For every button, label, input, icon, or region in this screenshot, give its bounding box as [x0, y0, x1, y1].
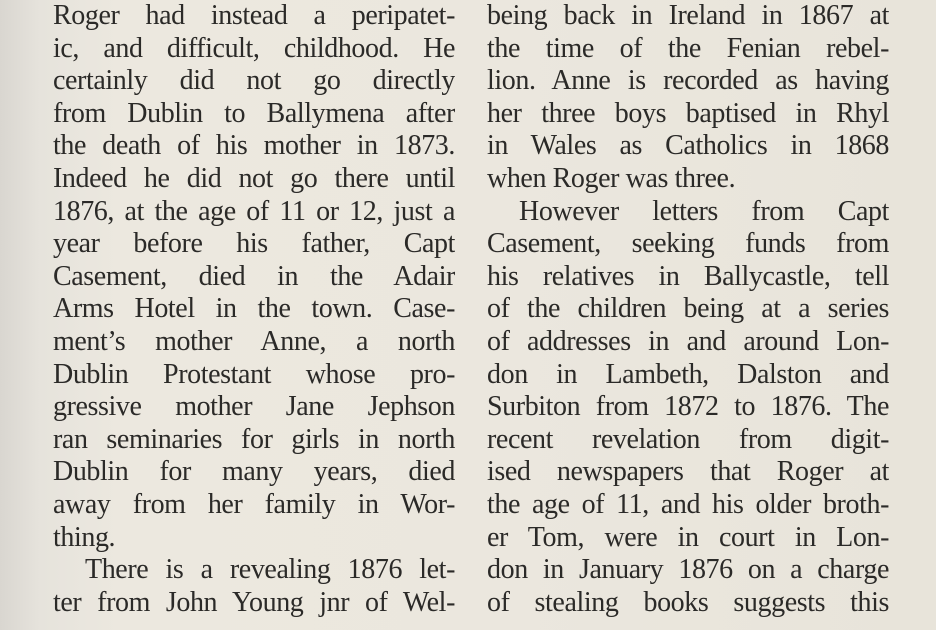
text-line: Dublin for many years, died — [53, 456, 455, 488]
text-line: his relatives in Ballycastle, tell — [487, 260, 889, 292]
text-line: 1876, at the age of 11 or 12, just a — [53, 195, 455, 227]
text-line: the death of his mother in 1873. — [53, 130, 455, 162]
text-line: don in Lambeth, Dalston and — [487, 358, 889, 390]
text-line: away from her family in Wor- — [53, 488, 455, 520]
text-line: of stealing books suggests this — [487, 586, 889, 618]
text-line: the time of the Fenian rebel- — [487, 32, 889, 64]
text-line: from Dublin to Ballymena after — [53, 97, 455, 129]
text-line: year before his father, Capt — [53, 228, 455, 260]
text-line: don in January 1876 on a charge — [487, 554, 889, 586]
text-line: gressive mother Jane Jephson — [53, 391, 455, 423]
text-line: thing. — [53, 521, 116, 553]
text-line: of the children being at a series — [487, 293, 889, 325]
text-line: Roger had instead a peripatet- — [53, 0, 455, 31]
text-line: ic, and difficult, childhood. He — [53, 32, 455, 64]
text-line: ised newspapers that Roger at — [487, 456, 889, 488]
text-line: However letters from Capt — [519, 195, 889, 227]
text-line: Indeed he did not go there until — [53, 162, 455, 194]
text-line: ter from John Young jnr of Wel- — [53, 586, 455, 618]
column: being back in Ireland in 1867 at the time… — [487, 0, 889, 619]
text-line: er Tom, were in court in Lon- — [487, 521, 889, 553]
text-line: Surbiton from 1872 to 1876. The — [487, 391, 889, 423]
text-line: certainly did not go directly — [53, 65, 455, 97]
text-line: Dublin Protestant whose pro- — [53, 358, 455, 390]
column: Roger had instead a peripatet-ic, and di… — [53, 0, 455, 619]
text-line: Casement, seeking funds from — [487, 228, 889, 260]
text-line: Casement, died in the Adair — [53, 260, 455, 292]
text-line: recent revelation from digit- — [487, 423, 889, 455]
text-line: There is a revealing 1876 let- — [85, 554, 455, 586]
text-line: the age of 11, and his older broth- — [487, 488, 889, 520]
text-line: ran seminaries for girls in north — [53, 423, 455, 455]
text-line: lion. Anne is recorded as having — [487, 65, 889, 97]
text-line: her three boys baptised in Rhyl — [487, 97, 889, 129]
text-line: being back in Ireland in 1867 at — [487, 0, 889, 31]
text-line: when Roger was three. — [487, 162, 736, 194]
text-line: in Wales as Catholics in 1868 — [487, 130, 889, 162]
text-line: ment’s mother Anne, a north — [53, 325, 455, 357]
text-line: Arms Hotel in the town. Case- — [53, 293, 455, 325]
text-line: of addresses in and around Lon- — [487, 325, 889, 357]
